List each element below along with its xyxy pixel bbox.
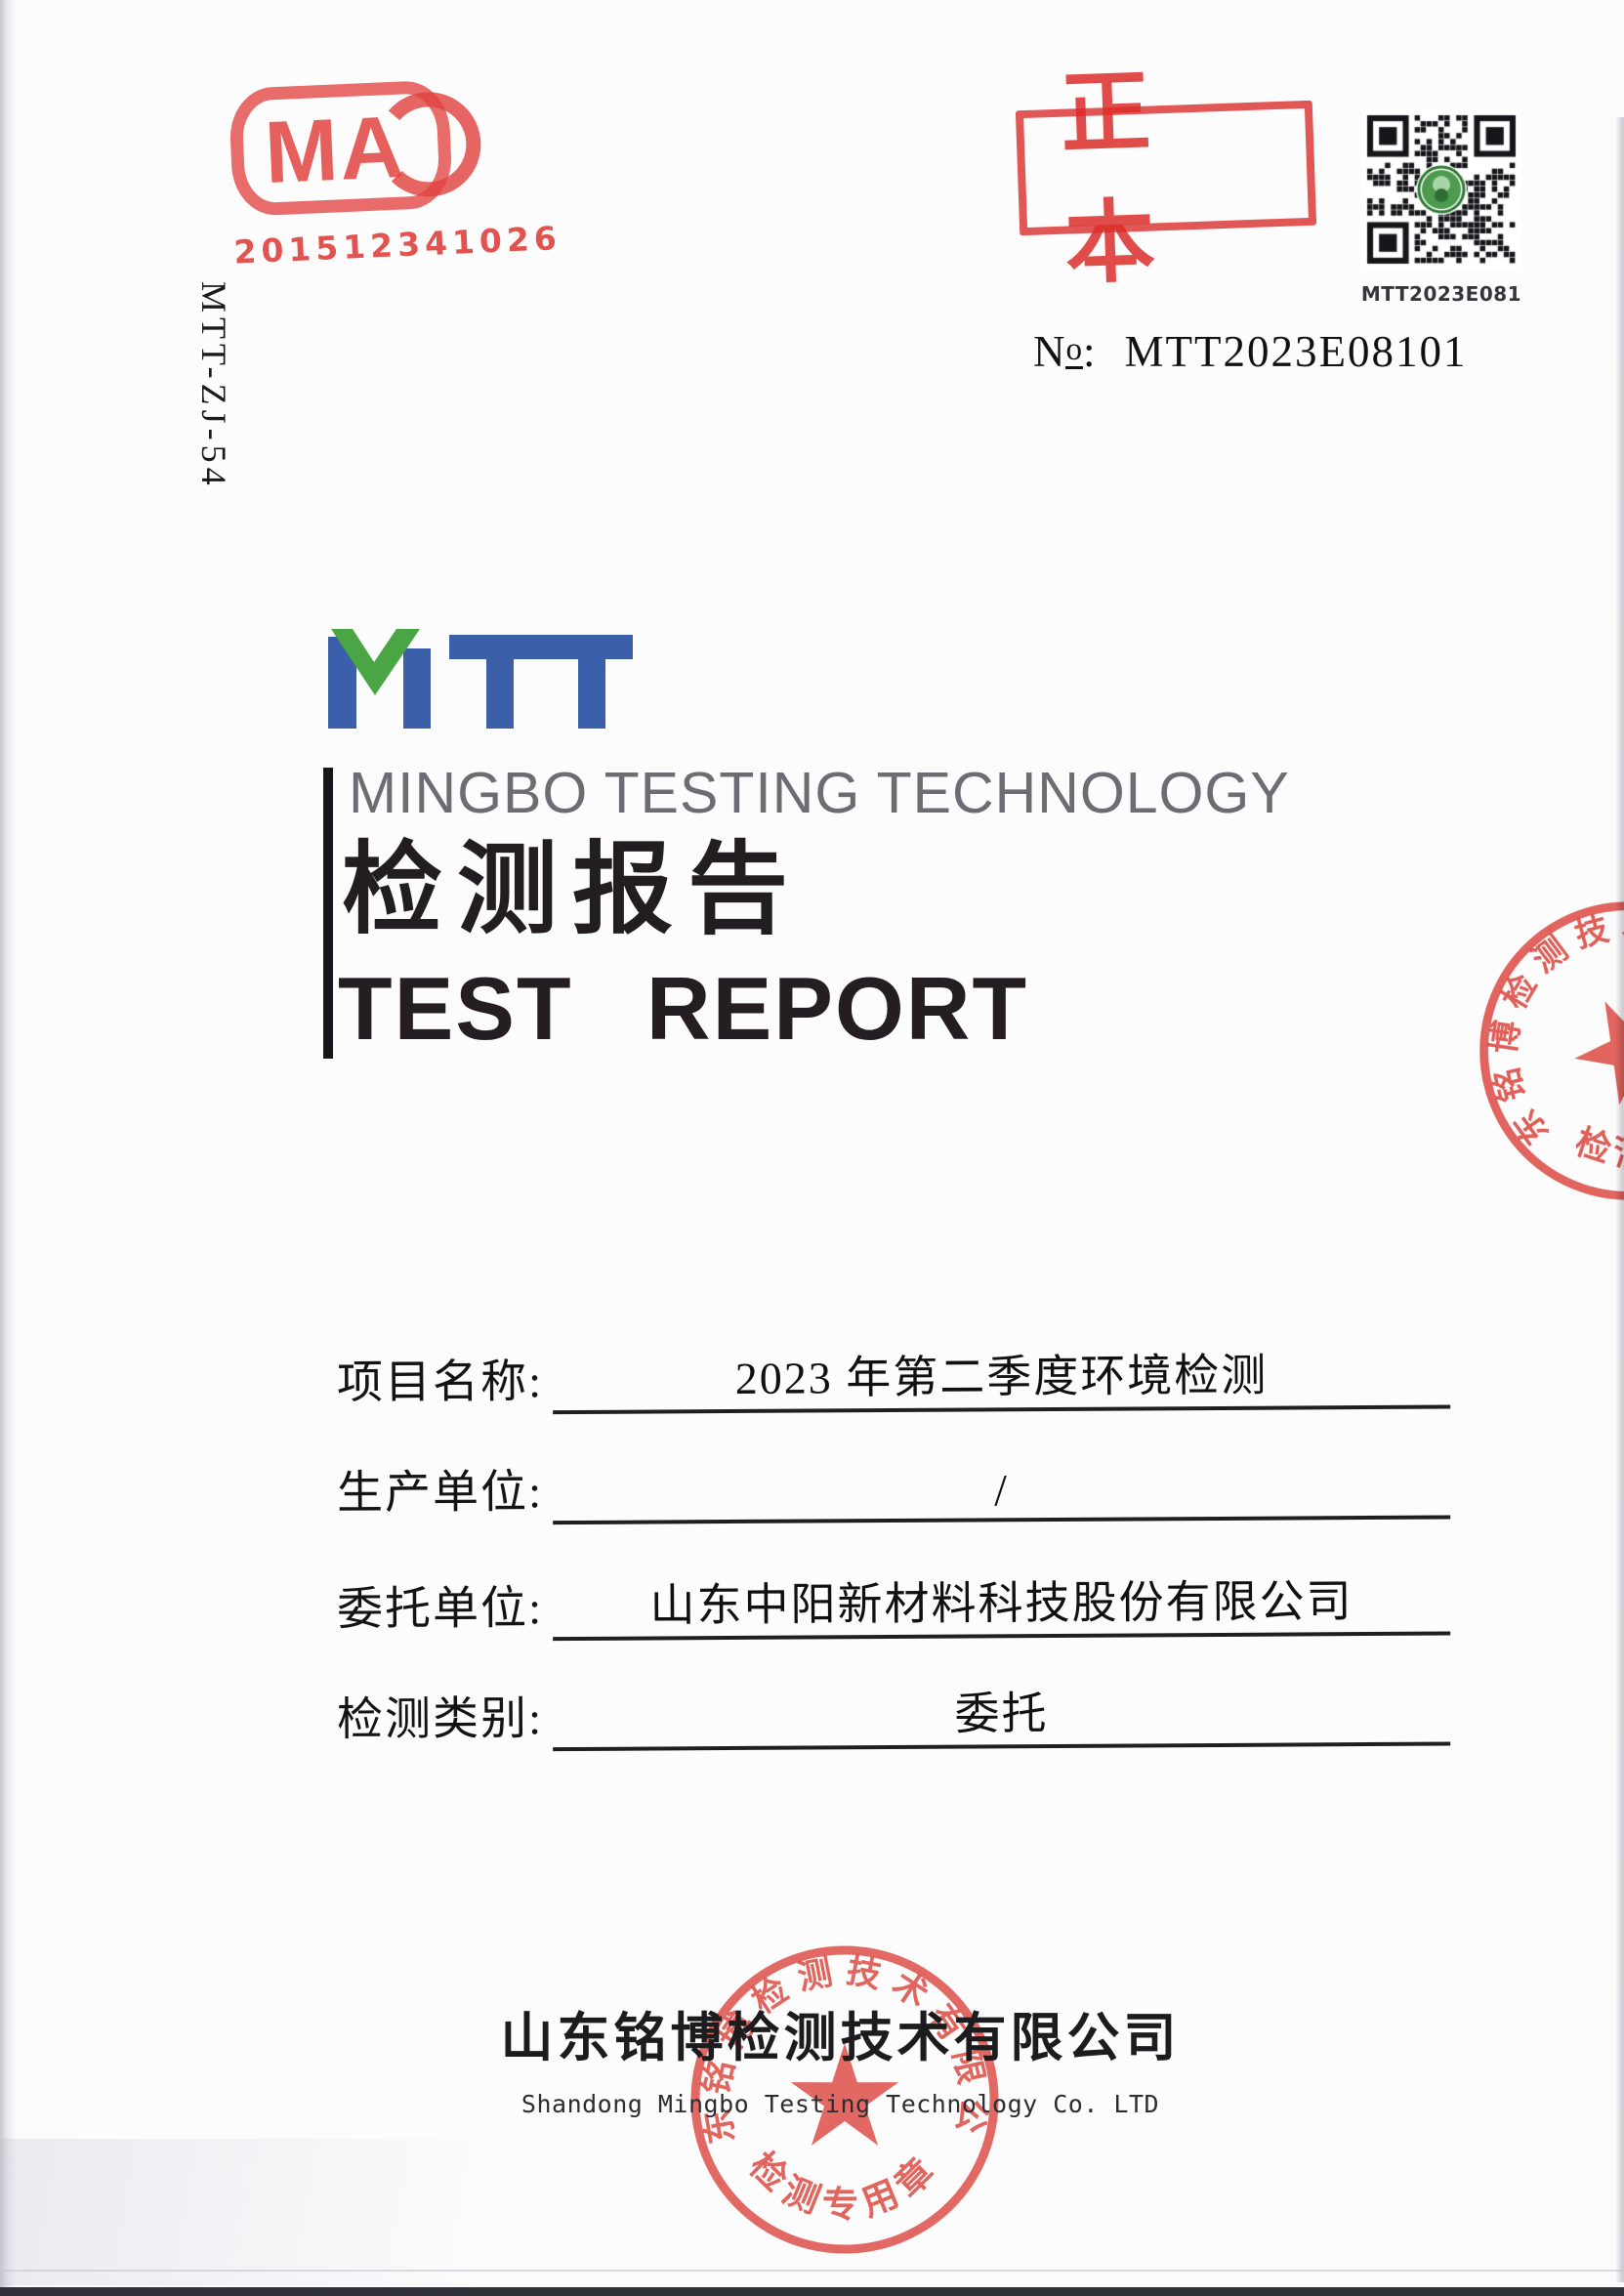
field-row-client: 委托单位: 山东中阳新材料科技股份有限公司 xyxy=(337,1565,1451,1643)
field-row-test-type: 检测类别: 委托 xyxy=(337,1675,1451,1753)
cma-letters: MA xyxy=(263,99,407,202)
field-row-producer: 生产单位: / xyxy=(337,1459,1451,1526)
seal-caption-text: 检测专用章 xyxy=(741,2144,939,2225)
field-value: 山东中阳新材料科技股份有限公司 xyxy=(552,1565,1451,1642)
company-seal-icon: 山东铭博检测技术有限公司 检测专用章 xyxy=(1388,821,1624,1203)
qr-code xyxy=(1361,109,1521,270)
field-value: 2023 年第二季度环境检测 xyxy=(552,1338,1451,1415)
field-value: / xyxy=(552,1461,1451,1525)
seal-star-icon xyxy=(790,2043,899,2146)
company-seal-right-partial: 山东铭博检测技术有限公司 检测专用章 xyxy=(1388,821,1624,1260)
scan-bottom-edge xyxy=(0,2287,1624,2296)
title-accent-bar xyxy=(323,768,333,1059)
company-seal-main: 山东铭博检测技术有限公司 检测专用章 xyxy=(661,1908,1006,2266)
scan-edge-left xyxy=(0,0,17,2296)
cma-stamp-icon: MA xyxy=(229,81,481,216)
original-copy-text: 正本 xyxy=(1059,61,1194,295)
page-title-en: TEST REPORT xyxy=(338,960,1029,1059)
qr-caption: MTT2023E081 xyxy=(1360,282,1522,306)
mtt-logo-icon xyxy=(328,629,633,729)
brand-subtitle: MINGBO TESTING TECHNOLOGY xyxy=(349,761,1290,825)
field-row-project-name: 项目名称: 2023 年第二季度环境检测 xyxy=(337,1338,1451,1416)
field-label: 委托单位: xyxy=(336,1583,544,1636)
report-number-o: o xyxy=(1064,332,1083,369)
page-title-cn: 检测报告 xyxy=(342,833,803,945)
seal-star-icon xyxy=(1574,1001,1624,1106)
scan-edge-right xyxy=(1615,117,1624,2282)
footer-company-name-en: Shandong Mingbo Testing Technology Co. L… xyxy=(521,2090,1160,2118)
report-number-colon: : xyxy=(1083,327,1096,376)
report-number-n: N xyxy=(1033,327,1065,376)
cma-stamp: MA 201512341026 xyxy=(223,70,562,271)
field-value: 委托 xyxy=(552,1675,1451,1752)
scan-bottom-line xyxy=(0,2270,1624,2272)
footer-company-name-cn: 山东铭博检测技术有限公司 xyxy=(500,2009,1181,2067)
svg-text:检测专用章: 检测专用章 xyxy=(741,2144,948,2225)
field-label: 检测类别: xyxy=(336,1693,544,1746)
seal-ring-text: 山东铭博检测技术有限公司 xyxy=(1388,821,1624,1169)
field-label: 项目名称: xyxy=(336,1357,544,1409)
svg-text:山东铭博检测技术有限公司: 山东铭博检测技术有限公司 xyxy=(1420,842,1624,1170)
report-number: No: MTT2023E08101 xyxy=(1033,326,1468,377)
document-side-code: MTT-ZJ-54 xyxy=(194,281,233,490)
company-seal-icon: 山东铭博检测技术有限公司 检测专用章 xyxy=(661,1908,999,2254)
cma-number: 201512341026 xyxy=(232,219,562,271)
report-number-value: MTT2023E08101 xyxy=(1124,327,1468,376)
original-copy-stamp: 正本 xyxy=(1015,61,1317,295)
qr-block: MTT2023E081 xyxy=(1359,109,1523,306)
scan-smudge xyxy=(0,2139,762,2285)
field-label: 生产单位: xyxy=(336,1467,544,1520)
